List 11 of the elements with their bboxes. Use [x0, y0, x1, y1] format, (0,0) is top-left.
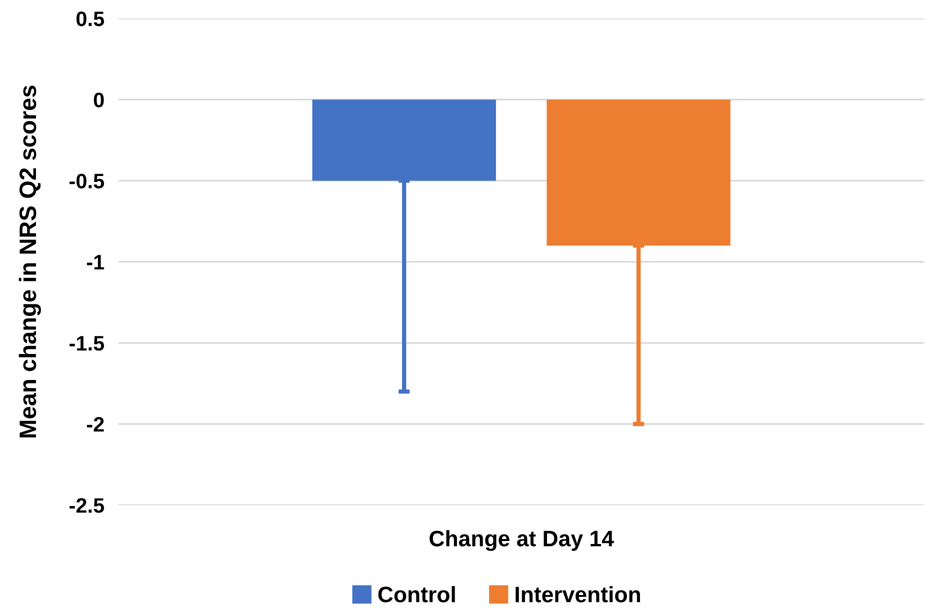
y-axis-title: Mean change in NRS Q2 scores	[18, 86, 41, 438]
x-tick-label: Change at Day 14	[430, 530, 614, 551]
y-tick-label: 0	[94, 92, 104, 108]
y-tick-label: -1	[86, 255, 104, 270]
legend-label: Intervention	[516, 586, 640, 602]
y-tick-label: -1.5	[70, 336, 104, 351]
y-tick-label: -0.5	[70, 174, 104, 188]
legend-label: Control	[378, 586, 455, 602]
y-tick-label: -2.5	[70, 498, 104, 513]
y-tick-label: 0.5	[76, 11, 104, 26]
y-tick-label: -2	[86, 417, 104, 432]
